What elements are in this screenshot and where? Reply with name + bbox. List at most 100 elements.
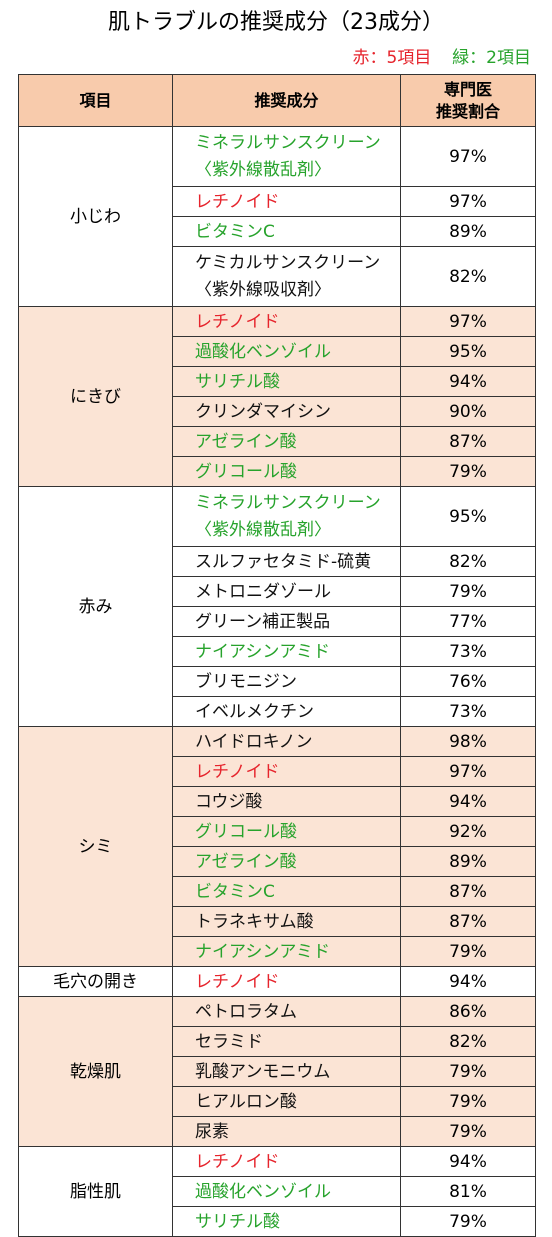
percentage-cell: 73% [400,636,536,667]
category-cell: 乾燥肌 [18,996,173,1147]
table-row: 小じわ ミネラルサンスクリーン 〈紫外線散乱剤〉 97% [18,126,536,307]
percentage-cell: 87% [400,876,536,907]
ingredient-name: サリチル酸 [195,1211,280,1232]
percentage-cell: 94% [400,966,536,997]
percentage-cell: 94% [400,786,536,817]
table-row: クリンダマイシン 90% [19,396,536,427]
ingredient-cell: アゼライン酸 [172,846,401,877]
table-row: イベルメクチン 73% [19,696,536,727]
ingredient-name: 過酸化ベンゾイル [195,341,331,362]
category-cell: 小じわ [18,126,173,307]
color-legend: 赤：5項目 緑：2項目 [353,46,531,70]
percentage-cell: 95% [400,336,536,367]
percentage-cell: 89% [400,216,536,247]
percentage-cell: 86% [400,996,536,1027]
table-row: にきび レチノイド 97% [18,306,536,487]
ingredient-cell: イベルメクチン [172,696,401,727]
table-row: スルファセタミド-硫黄 82% [19,546,536,577]
ingredient-cell: ミネラルサンスクリーン 〈紫外線散乱剤〉 [172,126,401,187]
ingredient-name: レチノイド [195,1151,280,1172]
ingredient-cell: サリチル酸 [172,1206,401,1237]
percentage-cell: 97% [400,306,536,337]
percentage-cell: 94% [400,366,536,397]
ingredient-cell: アゼライン酸 [172,426,401,457]
page-title: 肌トラブルの推奨成分（23成分） [108,10,444,35]
ingredient-note: 〈紫外線散乱剤〉 [195,519,331,540]
table-body: 小じわ ミネラルサンスクリーン 〈紫外線散乱剤〉 97% レチノイド 97% ビタミンC 89… [18,126,536,1237]
table-row: ビタミンC 89% [19,216,536,247]
ingredient-name: ビタミンC [195,881,275,902]
ingredient-name: イベルメクチン [195,701,314,722]
legend-red: 赤：5項目 [352,48,432,68]
ingredient-name: クリンダマイシン [195,401,331,422]
ingredient-name: サリチル酸 [195,371,280,392]
header-ingredient: 推奨成分 [172,74,401,127]
ingredient-name: ブリモニジン [195,671,297,692]
ingredient-cell: サリチル酸 [172,366,401,397]
percentage-cell: 97% [400,756,536,787]
percentage-cell: 79% [400,1206,536,1237]
ingredient-cell: スルファセタミド-硫黄 [172,546,401,577]
ingredient-cell: レチノイド [172,1146,401,1177]
table-row: アゼライン酸 87% [19,426,536,457]
ingredient-cell: グリコール酸 [172,816,401,847]
percentage-cell: 89% [400,846,536,877]
ingredient-cell: ナイアシンアミド [172,936,401,967]
ingredient-cell: ナイアシンアミド [172,636,401,667]
table-row: トラネキサム酸 87% [19,906,536,937]
percentage-cell: 73% [400,696,536,727]
percentage-cell: 79% [400,576,536,607]
table-row: 脂性肌 レチノイド 94% [18,1146,536,1237]
ingredient-name: グリーン補正製品 [195,611,331,632]
ingredient-note: 〈紫外線吸収剤〉 [195,279,331,300]
percentage-cell: 79% [400,1056,536,1087]
table-row: コウジ酸 94% [19,786,536,817]
percentage-cell: 77% [400,606,536,637]
ingredient-name: 尿素 [195,1121,229,1142]
header-item: 項目 [18,74,173,127]
table-row: ブリモニジン 76% [19,666,536,697]
percentage-cell: 92% [400,816,536,847]
percentage-cell: 81% [400,1176,536,1207]
ingredient-cell: グリーン補正製品 [172,606,401,637]
ingredient-name: レチノイド [195,191,280,212]
ingredient-cell: ビタミンC [172,876,401,907]
ingredient-cell: 乳酸アンモニウム [172,1056,401,1087]
ingredient-name: ナイアシンアミド [195,941,330,962]
ingredient-cell: ビタミンC [172,216,401,247]
percentage-cell: 82% [400,246,536,307]
table-row: レチノイド 97% [19,756,536,787]
ingredient-name: 乳酸アンモニウム [195,1061,331,1082]
table-row: レチノイド 97% [19,186,536,217]
percentage-cell: 94% [400,1146,536,1177]
ingredient-cell: ハイドロキノン [172,726,401,757]
ingredient-name: グリコール酸 [195,821,297,842]
percentage-cell: 87% [400,906,536,937]
category-cell: 赤み [18,486,173,727]
table-row: サリチル酸 79% [19,1206,536,1237]
legend-green: 緑：2項目 [452,48,531,68]
table-row: 毛穴の開き レチノイド 94% [18,966,536,997]
percentage-cell: 79% [400,1116,536,1147]
percentage-cell: 97% [400,186,536,217]
percentage-cell: 82% [400,1026,536,1057]
percentage-cell: 95% [400,486,536,547]
ingredient-name: ケミカルサンスクリーン [195,252,381,273]
ingredient-name: ナイアシンアミド [195,641,330,662]
ingredient-name: アゼライン酸 [195,851,297,872]
ingredient-cell: ペトロラタム [172,996,401,1027]
ingredient-cell: トラネキサム酸 [172,906,401,937]
ingredient-cell: ブリモニジン [172,666,401,697]
ingredient-name: レチノイド [195,971,280,992]
ingredient-name: スルファセタミド-硫黄 [195,551,372,572]
header-ratio: 専門医 推奨割合 [400,74,536,127]
percentage-cell: 98% [400,726,536,757]
percentage-cell: 76% [400,666,536,697]
ingredient-cell: 尿素 [172,1116,401,1147]
ingredient-name: グリコール酸 [195,461,297,482]
percentage-cell: 79% [400,936,536,967]
table-row: セラミド 82% [19,1026,536,1057]
percentage-cell: 79% [400,456,536,487]
table-row: ケミカルサンスクリーン 〈紫外線吸収剤〉 82% [19,246,536,307]
category-cell: 毛穴の開き [18,966,173,997]
